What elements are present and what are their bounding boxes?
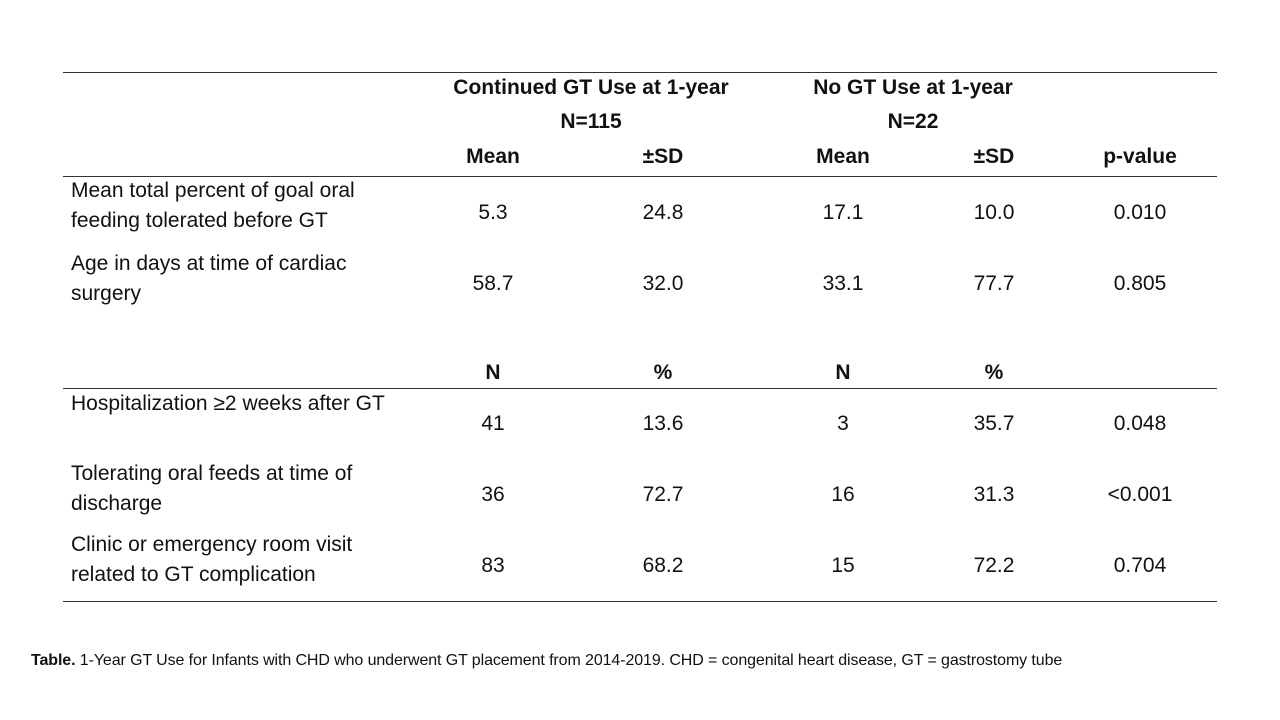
table-bottom-rule xyxy=(63,601,1217,602)
cell-n-2: 15 xyxy=(831,554,855,577)
cell-sd-1: 32.0 xyxy=(642,272,684,295)
col-header-mean-2: Mean xyxy=(816,145,870,168)
cell-sd-1: 24.8 xyxy=(642,201,684,224)
cell-pct-2: 31.3 xyxy=(973,483,1015,506)
subheader-rule xyxy=(63,388,1217,389)
cell-p-value: 0.704 xyxy=(1113,554,1167,577)
cell-pct-2: 72.2 xyxy=(973,554,1015,577)
cell-pct-1: 13.6 xyxy=(642,412,684,435)
col-header-sd-2: ±SD xyxy=(973,145,1015,168)
cell-n-2: 3 xyxy=(837,412,849,435)
cell-n-1: 83 xyxy=(481,554,505,577)
col-header-pct-2: % xyxy=(984,361,1004,384)
cell-p-value: <0.001 xyxy=(1107,483,1173,506)
row-label: Hospitalization ≥2 weeks after GT xyxy=(71,392,385,415)
caption-prefix: Table. xyxy=(31,652,76,669)
cell-sd-2: 77.7 xyxy=(973,272,1015,295)
cell-sd-2: 10.0 xyxy=(973,201,1015,224)
row-label: Clinic or emergency room visit related t… xyxy=(71,533,353,586)
table-caption: Table. 1-Year GT Use for Infants with CH… xyxy=(31,652,1062,670)
cell-mean-2: 17.1 xyxy=(822,201,864,224)
col-header-pct-1: % xyxy=(653,361,673,384)
cell-n-1: 41 xyxy=(481,412,505,435)
col-header-mean-1: Mean xyxy=(466,145,520,168)
caption-text: 1-Year GT Use for Infants with CHD who u… xyxy=(75,652,1063,669)
col-header-n-2: N xyxy=(835,361,851,384)
cell-n-2: 16 xyxy=(831,483,855,506)
cell-mean-1: 5.3 xyxy=(478,201,508,224)
cell-p-value: 0.010 xyxy=(1113,201,1167,224)
col-header-n-1: N xyxy=(485,361,501,384)
cell-mean-1: 58.7 xyxy=(472,272,514,295)
cell-p-value: 0.048 xyxy=(1113,412,1167,435)
col-header-p-value: p-value xyxy=(1103,145,1177,168)
row-label: Age in days at time of cardiac surgery xyxy=(71,252,347,305)
row-label: Tolerating oral feeds at time of dischar… xyxy=(71,462,353,515)
col-header-sd-1: ±SD xyxy=(642,145,684,168)
row-label: Mean total percent of goal oral feeding … xyxy=(71,179,355,232)
group2-n: N=22 xyxy=(887,110,939,133)
header-rule xyxy=(63,176,1217,177)
cell-pct-1: 72.7 xyxy=(642,483,684,506)
group1-title: Continued GT Use at 1-year xyxy=(453,76,729,99)
cell-pct-1: 68.2 xyxy=(642,554,684,577)
group2-title: No GT Use at 1-year xyxy=(813,76,1013,99)
cell-n-1: 36 xyxy=(481,483,505,506)
group1-n: N=115 xyxy=(560,110,622,133)
cell-pct-2: 35.7 xyxy=(973,412,1015,435)
cell-mean-2: 33.1 xyxy=(822,272,864,295)
table-top-rule xyxy=(63,72,1217,73)
cell-p-value: 0.805 xyxy=(1113,272,1167,295)
